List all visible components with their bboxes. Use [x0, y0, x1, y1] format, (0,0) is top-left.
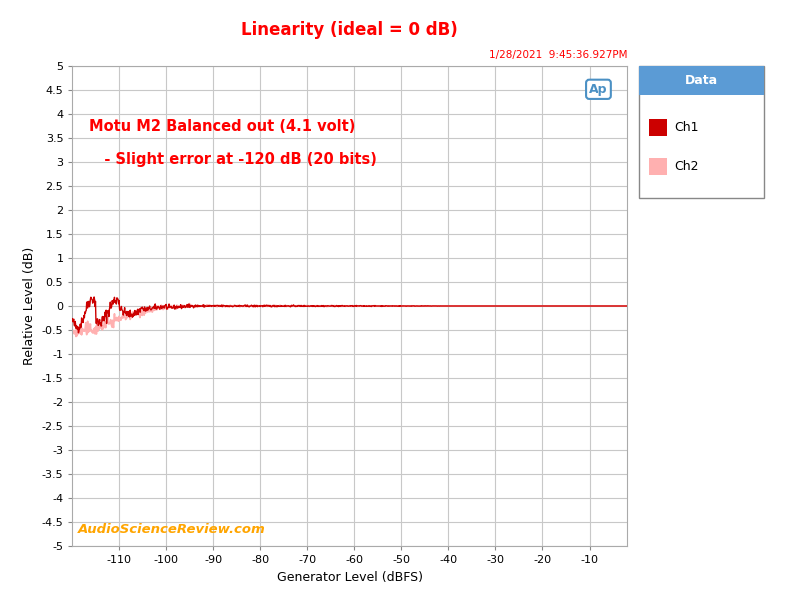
- Text: AudioScienceReview.com: AudioScienceReview.com: [78, 523, 265, 536]
- X-axis label: Generator Level (dBFS): Generator Level (dBFS): [276, 571, 422, 584]
- Text: Ch1: Ch1: [674, 121, 698, 134]
- Text: - Slight error at -120 dB (20 bits): - Slight error at -120 dB (20 bits): [89, 152, 377, 167]
- Text: Linearity (ideal = 0 dB): Linearity (ideal = 0 dB): [241, 21, 458, 39]
- Y-axis label: Relative Level (dB): Relative Level (dB): [23, 247, 36, 365]
- Text: Data: Data: [684, 74, 717, 87]
- Text: Ap: Ap: [589, 83, 607, 96]
- Text: 1/28/2021  9:45:36.927PM: 1/28/2021 9:45:36.927PM: [488, 50, 626, 60]
- Text: Ch2: Ch2: [674, 160, 698, 173]
- Text: Motu M2 Balanced out (4.1 volt): Motu M2 Balanced out (4.1 volt): [89, 119, 355, 134]
